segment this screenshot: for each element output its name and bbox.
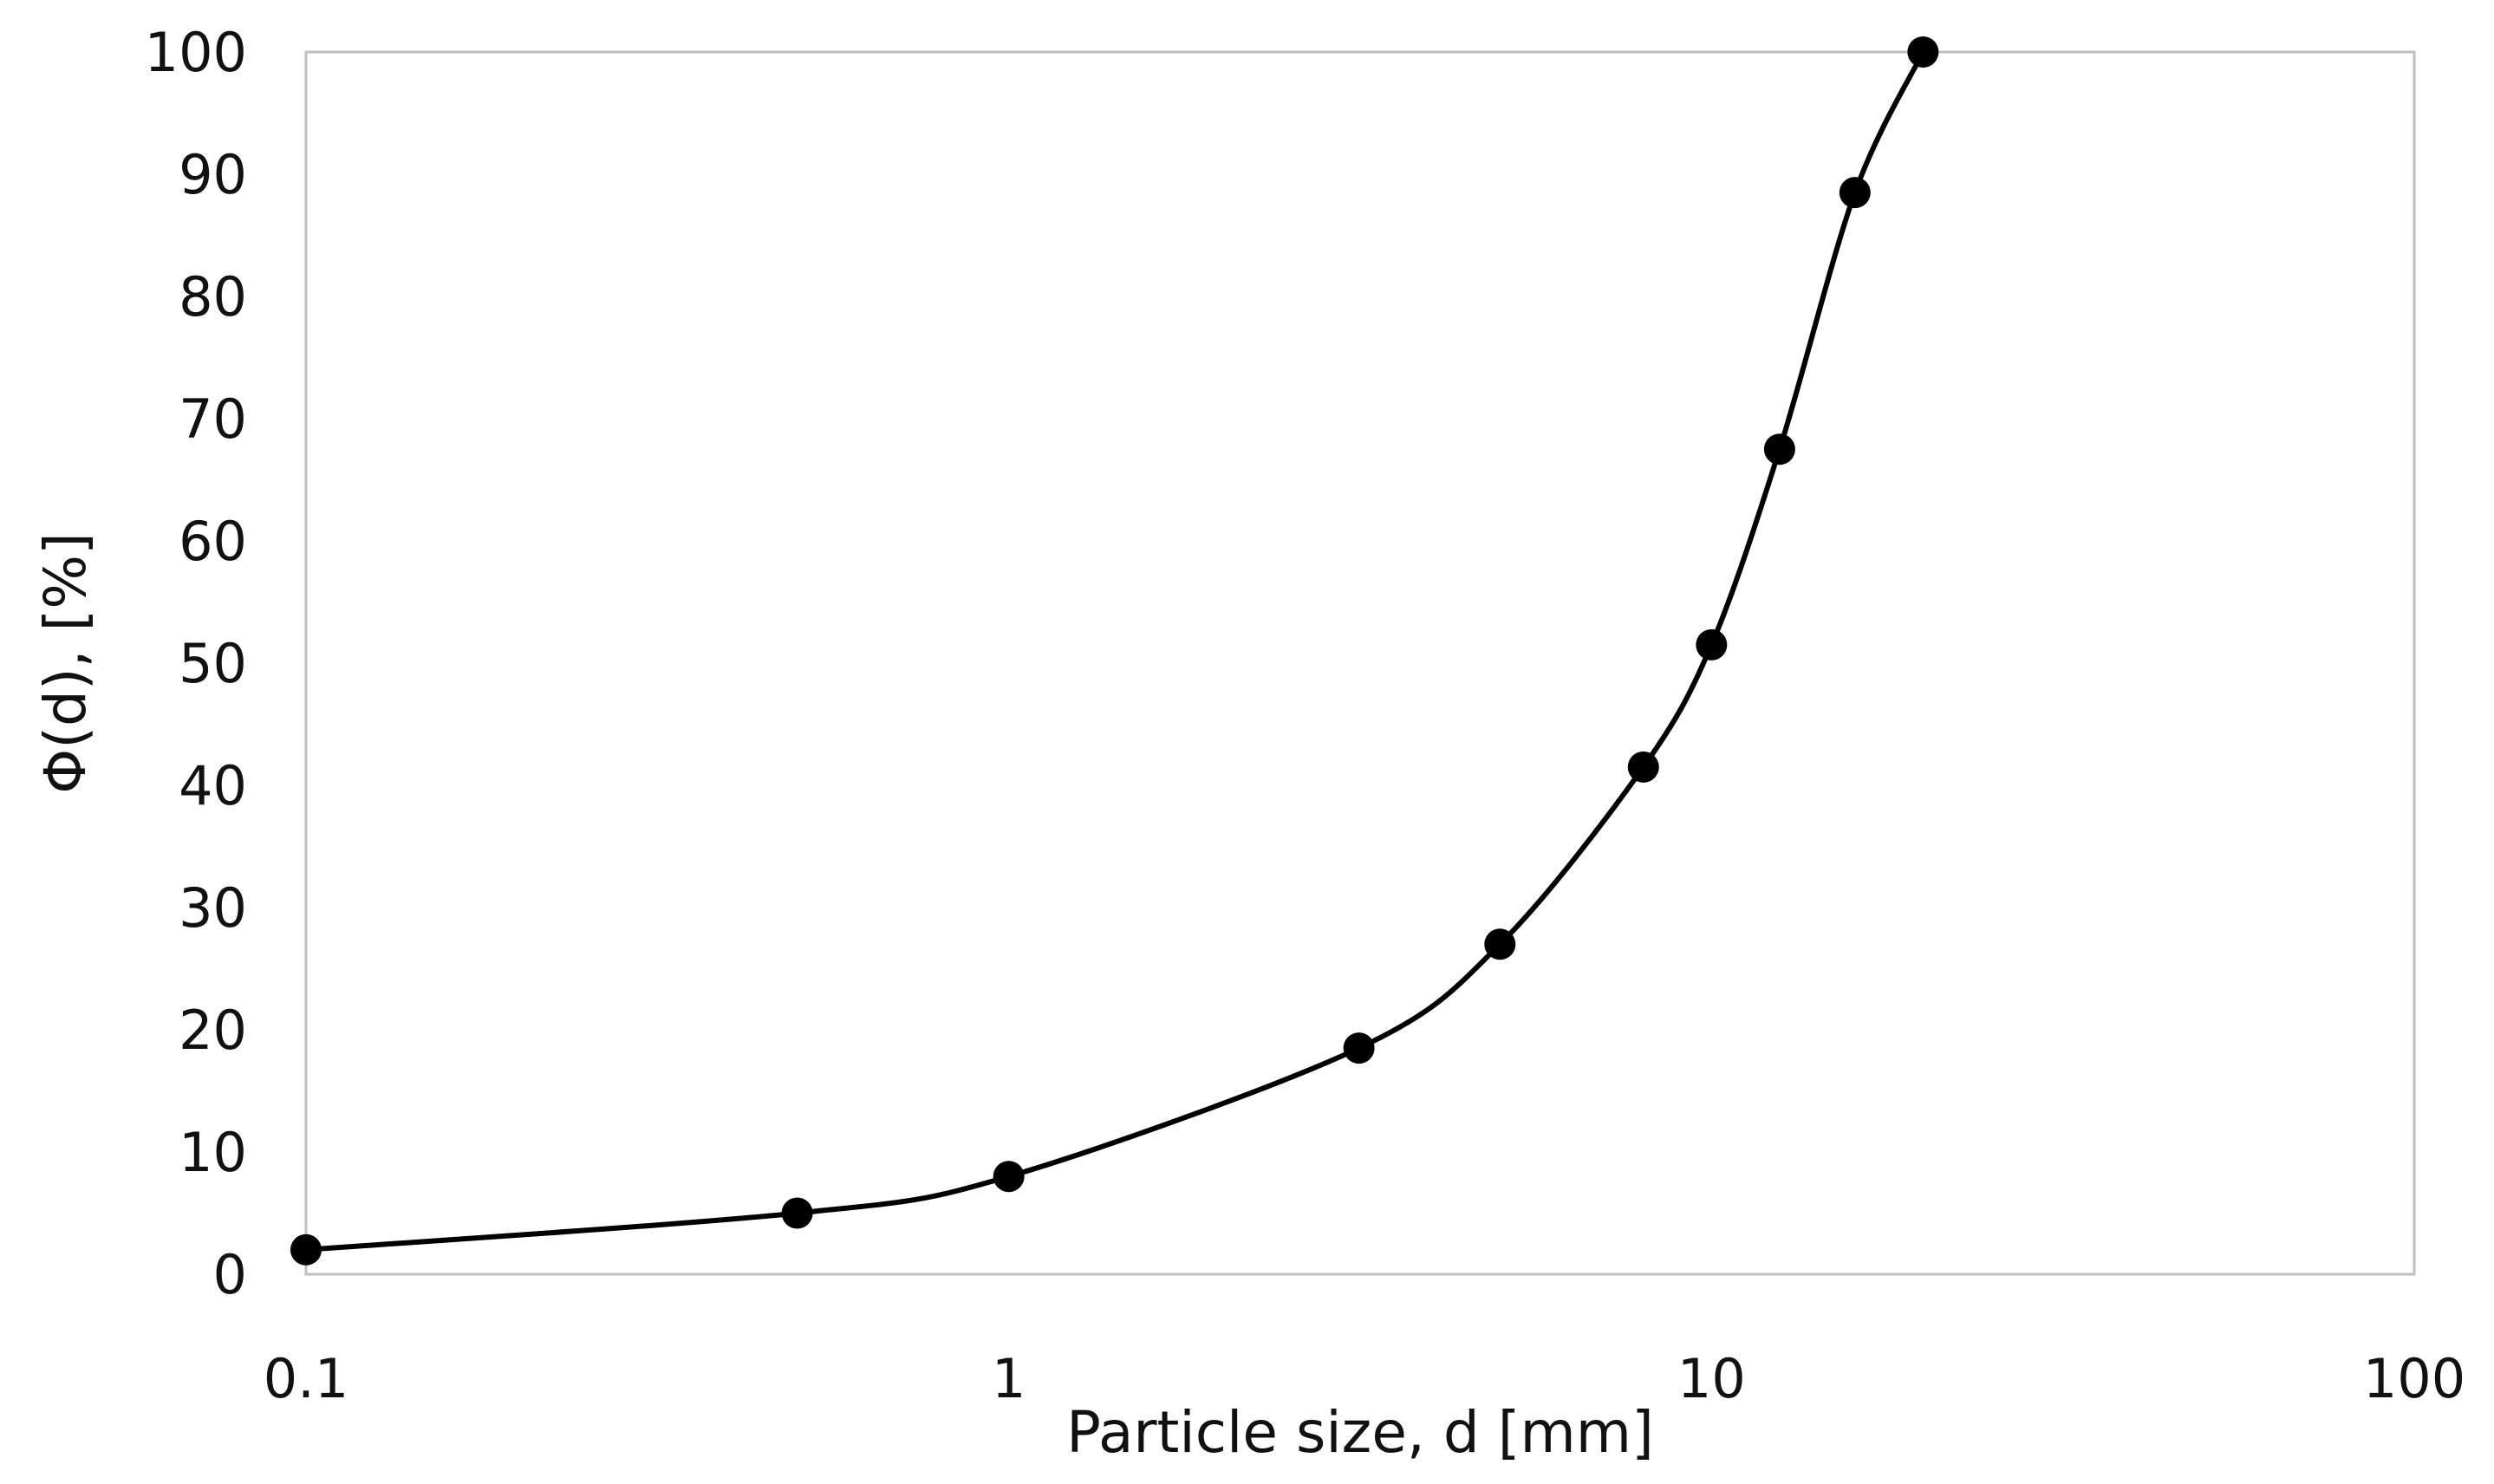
x-tick-label: 10 [1677, 1347, 1746, 1410]
data-point [993, 1161, 1025, 1193]
y-tick-label: 50 [179, 632, 247, 695]
y-tick-label: 20 [179, 999, 247, 1062]
y-tick-label: 80 [179, 265, 247, 329]
y-tick-label: 70 [179, 387, 247, 451]
plot-area-frame [304, 50, 2416, 1276]
data-point [1696, 628, 1728, 661]
y-tick-label: 90 [179, 143, 247, 206]
y-tick-label: 60 [179, 510, 247, 573]
y-tick-label: 30 [179, 876, 247, 940]
data-point [1343, 1032, 1375, 1064]
x-tick-labels: 0.1 1 10 100 [264, 1347, 2465, 1410]
data-point [1627, 751, 1659, 783]
x-tick-label: 0.1 [264, 1347, 349, 1410]
data-point [1484, 928, 1516, 960]
data-point [781, 1197, 813, 1229]
y-tick-labels: 0 10 20 30 40 50 60 70 80 90 100 [145, 21, 247, 1306]
x-axis-title: Particle size, d [mm] [1066, 1399, 1654, 1466]
data-markers [290, 36, 1939, 1266]
x-tick-label: 100 [2363, 1347, 2465, 1410]
y-tick-label: 40 [179, 754, 247, 817]
data-point [290, 1233, 322, 1266]
y-axis-title: Φ(d), [%] [32, 532, 99, 794]
x-tick-label: 1 [992, 1347, 1026, 1410]
y-tick-label: 100 [145, 21, 247, 84]
y-tick-label: 0 [213, 1243, 247, 1306]
data-point [1839, 177, 1871, 209]
data-point [1763, 433, 1795, 465]
y-tick-label: 10 [179, 1121, 247, 1184]
data-point [1907, 36, 1939, 68]
